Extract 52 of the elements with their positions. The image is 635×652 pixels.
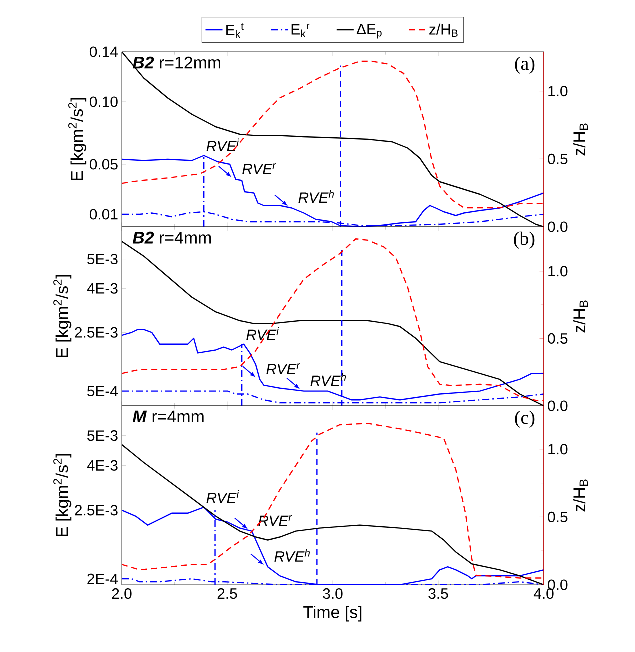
chart-title: M r=4mm [132,410,204,423]
annotation: RVE$^{h}$ [310,373,346,386]
y2-tick-label: 1.0 [548,444,568,455]
annotation: (b) [514,232,535,250]
y2-tick-label: 0.5 [548,333,568,344]
chart-title: B2 r=12mm [132,56,220,69]
annotation: (a) [515,56,535,74]
annotation: RVE$^{i}$ [206,490,240,504]
y-tick-label: 2.5E-3 [75,327,118,338]
annotation: RVE$^{h}$ [298,190,334,204]
y-tick-label: 5E-3 [88,254,118,265]
annotation: RVE$^{i}$ [246,327,280,340]
annotation: RVE$^{r}$ [266,364,300,374]
y-tick-label: 5E-4 [88,386,118,397]
y-axis-title: E [kgm$^{2}$/s$^{2}$] [68,98,87,180]
x-axis-title: Time [s] [304,606,362,622]
y-tick-label: 4E-3 [87,283,118,294]
y-tick-label: 0.14 [90,46,118,58]
legend-label: E$_{k}$r [292,24,310,38]
y-tick-label: 4E-3 [87,460,118,471]
y-tick-label: 5E-3 [88,430,118,442]
y-axis-title: E [kgm$^{2}$/s$^{2}$] [54,275,72,358]
y-tick-label: 0.05 [90,159,118,170]
legend-label: E$_{k}$t [226,23,244,38]
y2-tick-label: 0.0 [548,400,568,412]
x-tick-label: 2.5 [218,588,238,600]
y2-tick-label: 0.5 [548,154,568,164]
y-tick-label: 0.01 [90,209,118,220]
y2-axis-title: z/H$_{B}$ [573,300,588,333]
y-tick-label: 2.5E-3 [75,505,118,516]
annotation: RVE$^{i}$ [206,138,240,152]
annotation: RVE$^{r}$ [242,163,276,174]
y-axis-title: E [kgm$^{2}$/s$^{2}$] [54,454,72,536]
x-tick-label: 4.0 [534,588,554,600]
y2-axis-title: z/H$_{B}$ [573,480,588,512]
y2-tick-label: 0.5 [548,512,568,522]
y2-tick-label: 0.0 [548,222,568,232]
x-tick-label: 3.0 [323,588,343,600]
y-tick-label: 0.10 [90,96,118,108]
annotation: RVE$^{h}$ [274,549,310,562]
legend-label: z/H$_{B}$ [430,24,458,37]
y2-axis-title: z/H$_{B}$ [573,124,588,156]
x-tick-label: 2.0 [112,588,132,600]
y2-tick-label: 1.0 [548,266,568,277]
annotation: RVE$^{r}$ [258,515,292,526]
x-tick-label: 3.5 [428,588,448,600]
y2-tick-label: 1.0 [548,86,568,97]
chart-title: B2 r=4mm [132,232,212,244]
y-tick-label: 2E-4 [88,574,118,584]
legend-label: ΔE$_{p}$ [356,24,382,39]
annotation: (c) [515,410,535,428]
y2-tick-label: 0.0 [548,580,568,590]
